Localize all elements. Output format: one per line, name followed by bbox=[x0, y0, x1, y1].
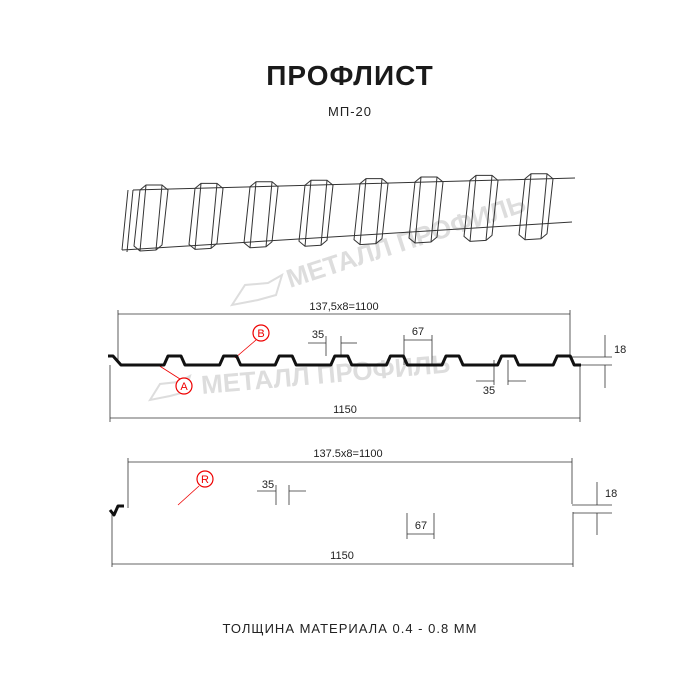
profile-2-pitch-label: 137.5x8=1100 bbox=[313, 448, 382, 460]
profile-1-total-width-label: 1150 bbox=[333, 404, 357, 416]
sheet-3d-rib bbox=[408, 176, 444, 244]
sheet-3d-rib bbox=[463, 174, 499, 242]
model-subtitle: МП-20 bbox=[328, 104, 372, 119]
profile-2-height-label: 18 bbox=[605, 488, 617, 500]
sheet-3d-rib bbox=[298, 179, 334, 247]
sheet-3d-rib bbox=[518, 173, 554, 241]
profile-1-height-label: 18 bbox=[614, 344, 626, 356]
watermark-logo-icon bbox=[147, 374, 192, 402]
profile-2-dimensions bbox=[111, 458, 612, 567]
profile-1-valley-label: 67 bbox=[412, 326, 424, 338]
profile-1-outline bbox=[108, 354, 581, 367]
svg-text:B: B bbox=[257, 328, 264, 340]
sheet-3d-rib bbox=[133, 184, 169, 252]
profile-1-crest-label: 35 bbox=[312, 329, 324, 341]
sheet-3d-view bbox=[121, 173, 576, 253]
watermark-1: МЕТАЛЛ ПРОФИЛЬ bbox=[283, 188, 530, 294]
watermark-logo-icon bbox=[229, 272, 284, 307]
callout-b: B bbox=[234, 324, 270, 359]
sheet-3d-rib bbox=[243, 181, 279, 249]
svg-text:МЕТАЛЛ ПРОФИЛЬ: МЕТАЛЛ ПРОФИЛЬ bbox=[283, 188, 530, 294]
callout-a: A bbox=[157, 364, 193, 395]
profile-2-crest-label: 35 bbox=[262, 479, 274, 491]
profile-1-trough-label: 35 bbox=[483, 385, 495, 397]
page-title: ПРОФЛИСТ bbox=[266, 60, 434, 91]
svg-text:R: R bbox=[201, 474, 209, 486]
svg-text:A: A bbox=[180, 381, 188, 393]
profile-2-total-width-label: 1150 bbox=[330, 550, 354, 562]
profile-1-pitch-label: 137,5x8=1100 bbox=[309, 301, 378, 313]
sheet-3d-rib bbox=[353, 178, 389, 246]
sheet-3d-edge bbox=[121, 177, 576, 253]
material-thickness-note: ТОЛЩИНА МАТЕРИАЛА 0.4 - 0.8 ММ bbox=[222, 621, 478, 636]
profile-2-valley-label: 67 bbox=[415, 520, 427, 532]
profile-2-outline bbox=[108, 504, 124, 517]
sheet-3d-rib bbox=[188, 182, 224, 250]
callout-r: R bbox=[177, 470, 214, 506]
